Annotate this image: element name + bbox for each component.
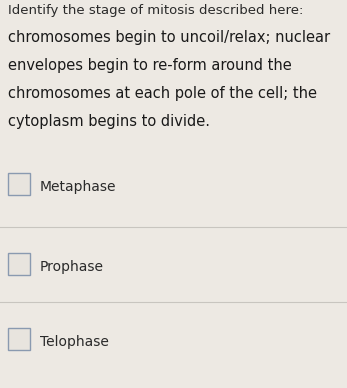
Text: Metaphase: Metaphase <box>40 180 117 194</box>
Text: Prophase: Prophase <box>40 260 104 274</box>
Text: Telophase: Telophase <box>40 335 109 349</box>
Text: chromosomes at each pole of the cell; the: chromosomes at each pole of the cell; th… <box>8 86 317 101</box>
Text: Identify the stage of mitosis described here:: Identify the stage of mitosis described … <box>8 4 303 17</box>
Text: chromosomes begin to uncoil/relax; nuclear: chromosomes begin to uncoil/relax; nucle… <box>8 30 330 45</box>
Bar <box>8 253 30 275</box>
Bar <box>8 173 30 195</box>
Text: envelopes begin to re-form around the: envelopes begin to re-form around the <box>8 58 292 73</box>
Text: cytoplasm begins to divide.: cytoplasm begins to divide. <box>8 114 210 129</box>
Bar <box>8 328 30 350</box>
